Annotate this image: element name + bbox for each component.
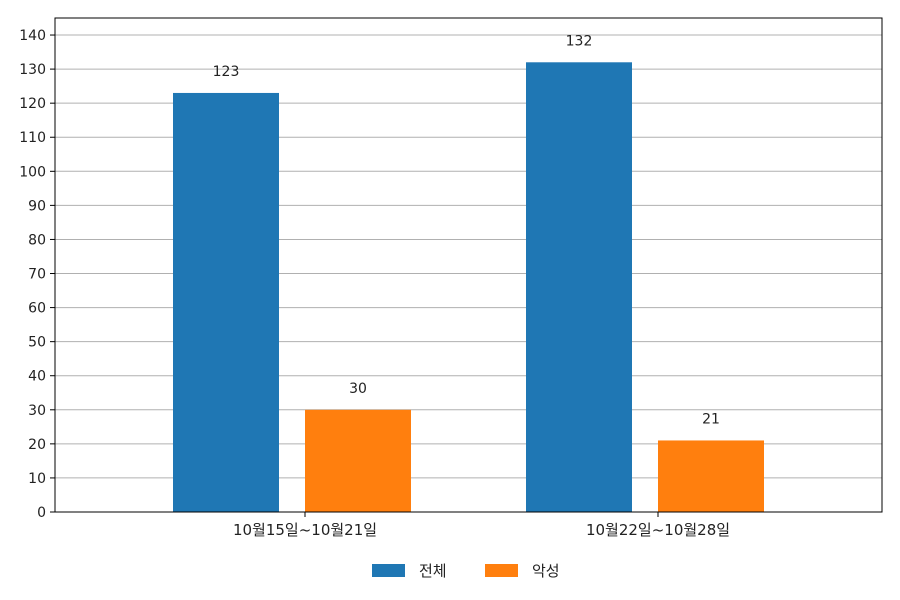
bar-malicious xyxy=(305,409,411,512)
legend-label: 악성 xyxy=(532,562,560,580)
x-axis: 10월15일~10월21일 10월22일~10월28일 xyxy=(233,512,730,539)
y-tick-label: 120 xyxy=(19,96,46,112)
data-label: 123 xyxy=(213,64,240,80)
bar-malicious xyxy=(658,440,764,512)
y-tick-label: 90 xyxy=(28,198,46,214)
bar-total xyxy=(526,62,632,513)
data-label: 132 xyxy=(566,33,593,49)
bar-total xyxy=(173,92,279,512)
y-tick-label: 20 xyxy=(28,437,46,453)
y-tick-label: 10 xyxy=(28,471,46,487)
x-tick-label: 10월15일~10월21일 xyxy=(233,521,377,539)
y-tick-label: 80 xyxy=(28,232,46,248)
y-tick-label: 70 xyxy=(28,267,46,283)
y-tick-label: 0 xyxy=(37,505,46,521)
legend: 전체 악성 xyxy=(372,562,560,580)
bars xyxy=(173,62,764,513)
y-axis: 0 10 20 30 40 50 60 70 80 90 100 110 120 130 140 xyxy=(19,28,55,521)
y-tick-label: 110 xyxy=(19,130,46,146)
x-tick-label: 10월22일~10월28일 xyxy=(586,521,730,539)
legend-swatch-total xyxy=(372,564,405,577)
y-tick-label: 60 xyxy=(28,301,46,317)
y-tick-label: 40 xyxy=(28,369,46,385)
data-labels: 123 30 132 21 xyxy=(213,33,720,427)
y-tick-label: 140 xyxy=(19,28,46,44)
y-tick-label: 30 xyxy=(28,403,46,419)
data-label: 30 xyxy=(349,381,367,397)
legend-swatch-malicious xyxy=(485,564,518,577)
y-tick-label: 100 xyxy=(19,164,46,180)
y-tick-label: 50 xyxy=(28,335,46,351)
legend-label: 전체 xyxy=(419,562,447,580)
y-tick-label: 130 xyxy=(19,62,46,78)
plot-frame xyxy=(54,17,883,513)
data-label: 21 xyxy=(702,411,720,427)
